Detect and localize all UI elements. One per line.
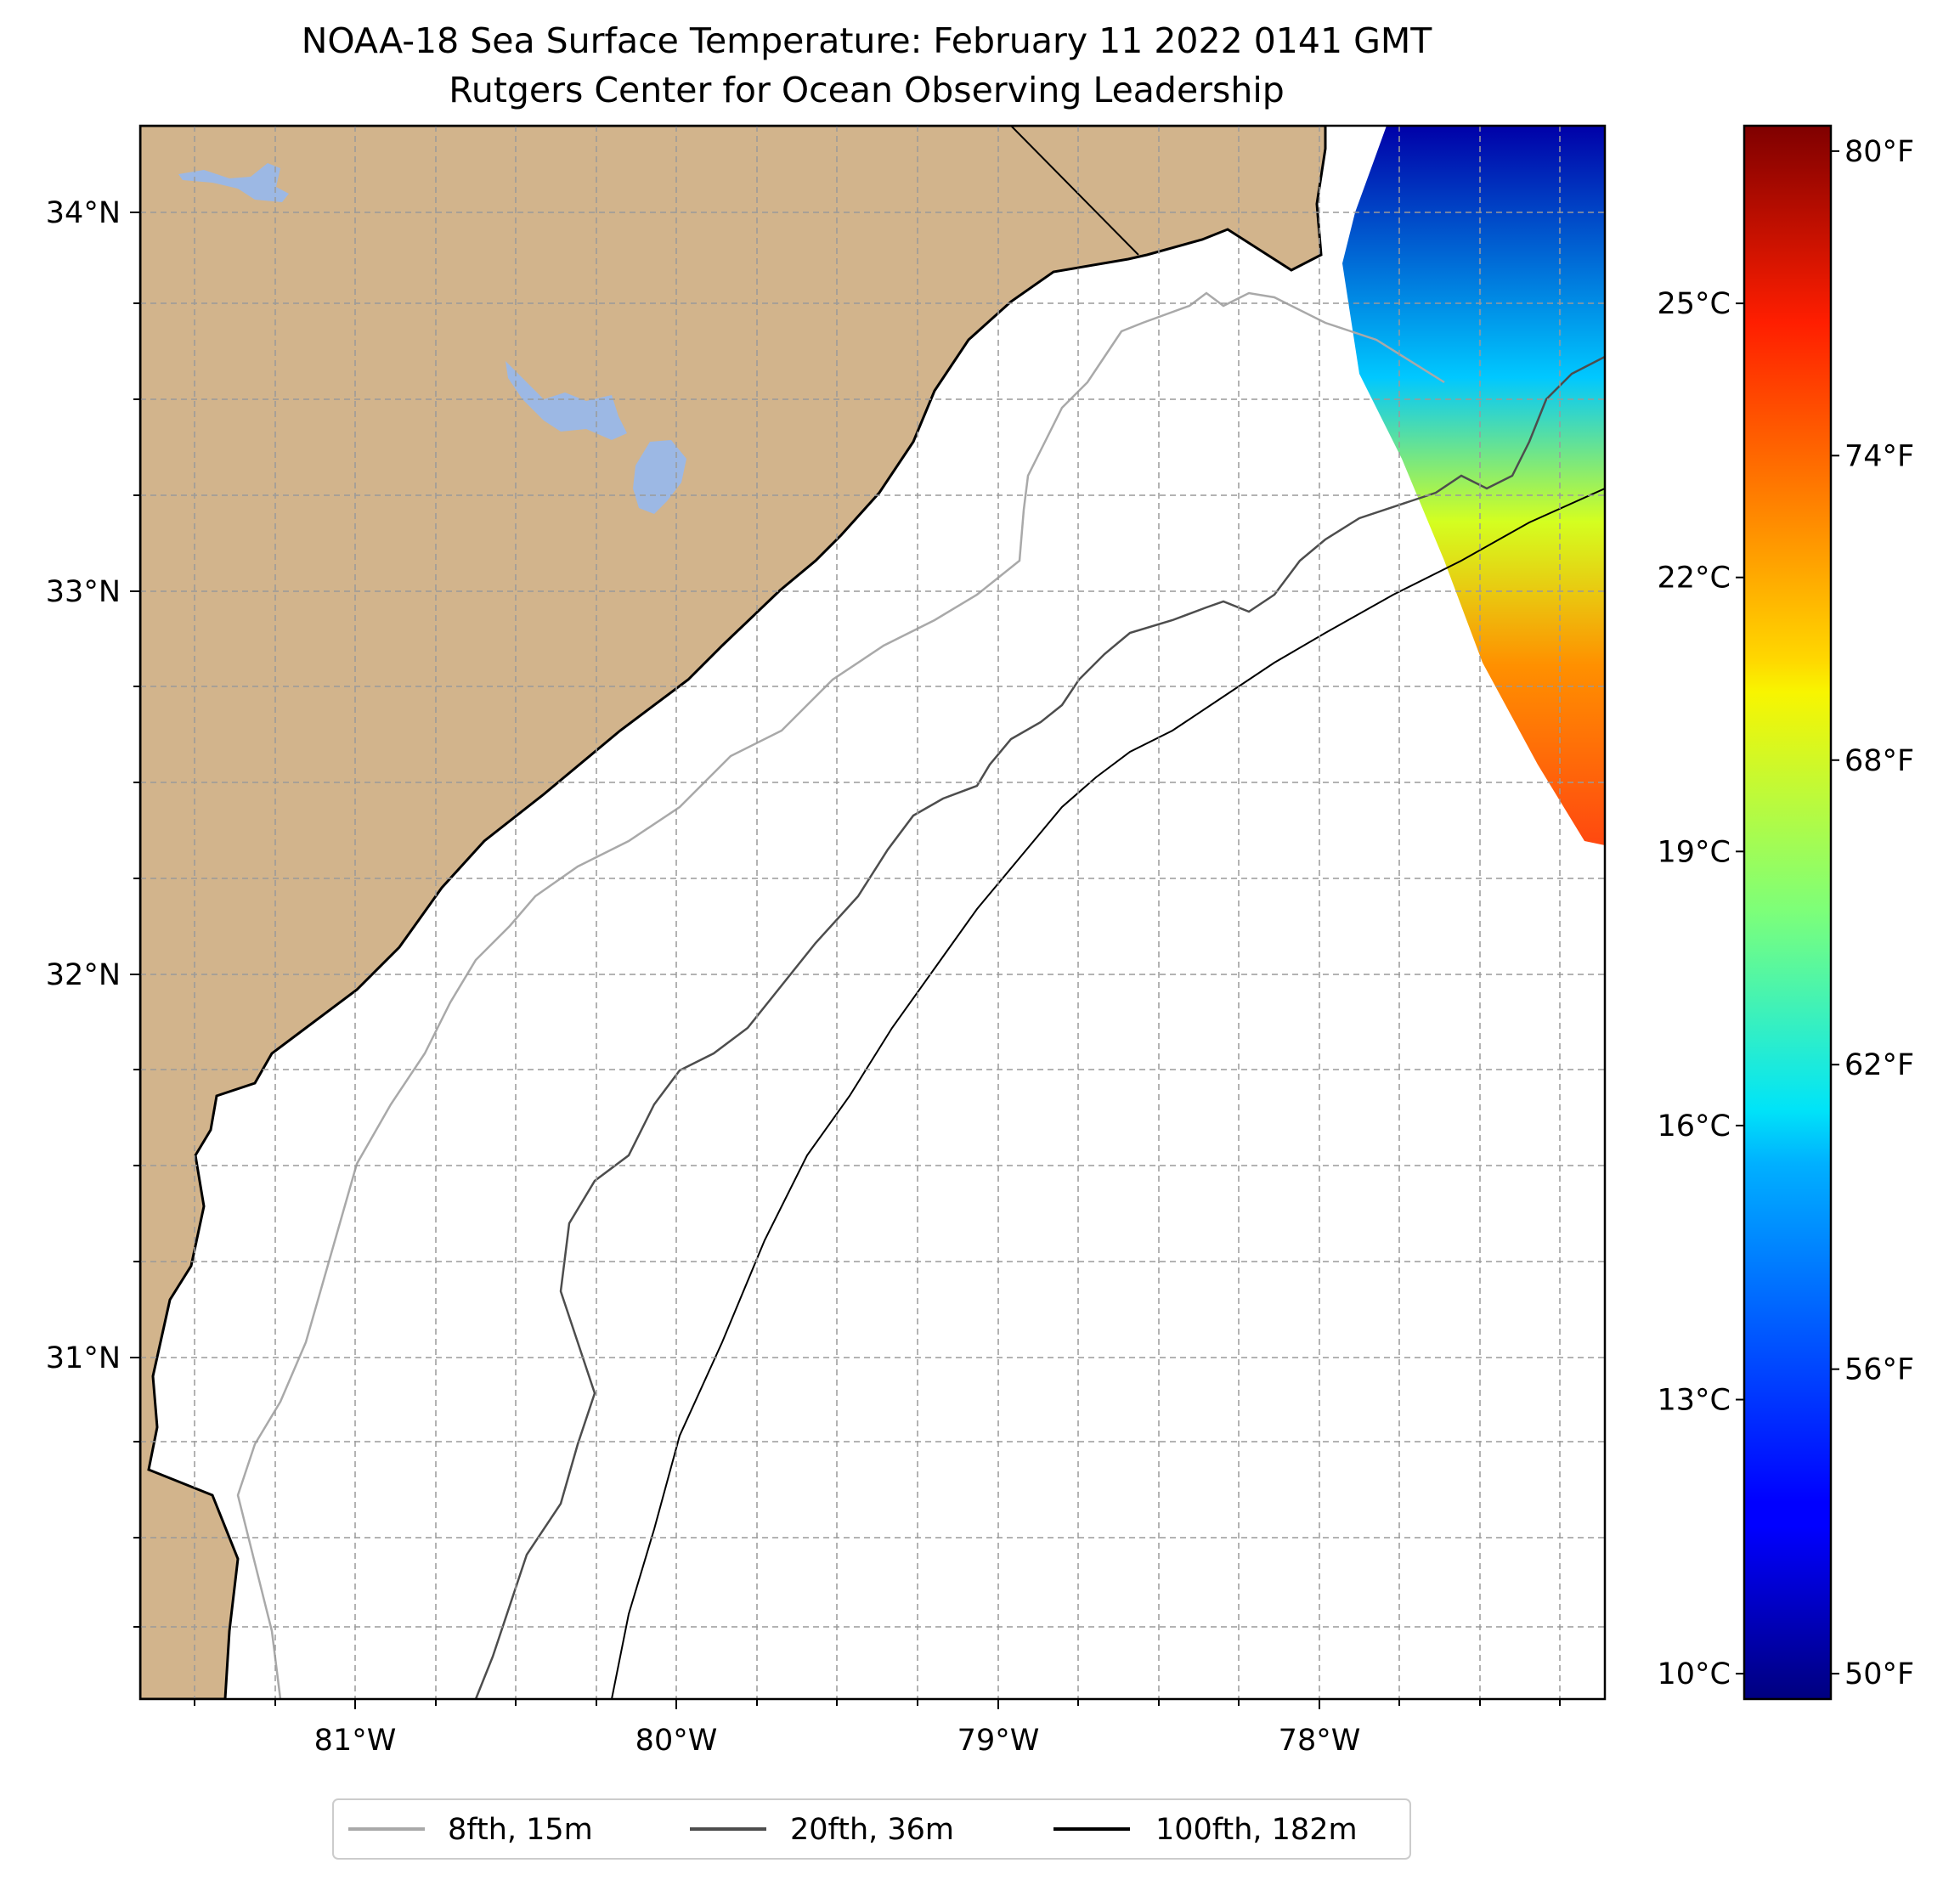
sst-swath [1342, 126, 1605, 845]
state-border [1010, 126, 1139, 256]
colorbar-gradient [1743, 124, 1833, 1701]
contour-182m [611, 488, 1605, 1699]
colorbar-label-fahrenheit: 74°F [1844, 439, 1914, 473]
colorbar-label-celsius: 25°C [1658, 287, 1731, 321]
colorbar-ticks [1736, 150, 1839, 1675]
colorbar-fahrenheit-labels: 80°F 74°F 68°F 62°F 56°F 50°F [1844, 135, 1914, 1691]
lon-label-81w: 81°W [314, 1724, 397, 1758]
colorbar-label-fahrenheit: 50°F [1844, 1657, 1914, 1691]
lat-label-31n: 31°N [46, 1341, 121, 1375]
lake-north [178, 163, 289, 202]
lake-moultrie [633, 440, 686, 514]
colorbar-label-fahrenheit: 56°F [1844, 1353, 1914, 1387]
map-title-line2: Rutgers Center for Ocean Observing Leade… [449, 70, 1285, 110]
colorbar-celsius-labels: 25°C 22°C 19°C 16°C 13°C 10°C [1658, 287, 1731, 1691]
contour-36m [474, 355, 1605, 1699]
colorbar-label-celsius: 10°C [1658, 1657, 1731, 1691]
map-panel [140, 126, 1605, 1699]
colorbar: 25°C 22°C 19°C 16°C 13°C 10°C 80°F 74°F 68°F 62°… [1658, 124, 1914, 1701]
colorbar-label-celsius: 19°C [1658, 835, 1731, 869]
legend-label-36m: 20fth, 36m [790, 1813, 954, 1847]
lat-label-32n: 32°N [46, 958, 121, 992]
lon-label-80w: 80°W [635, 1724, 718, 1758]
lake-marion [506, 361, 627, 440]
lon-label-79w: 79°W [957, 1724, 1040, 1758]
map-title-line1: NOAA-18 Sea Surface Temperature: Februar… [302, 20, 1433, 61]
lat-label-33n: 33°N [46, 575, 121, 609]
colorbar-label-celsius: 16°C [1658, 1109, 1731, 1143]
colorbar-label-fahrenheit: 80°F [1844, 135, 1914, 169]
lat-label-34n: 34°N [46, 196, 121, 230]
legend-box [332, 1798, 1411, 1860]
legend: 8fth, 15m 20fth, 36m 100fth, 182m [332, 1798, 1411, 1860]
tick-marks [130, 212, 1561, 1709]
map-frame [138, 124, 1607, 1701]
legend-label-182m: 100fth, 182m [1155, 1813, 1358, 1847]
lon-label-78w: 78°W [1279, 1724, 1361, 1758]
colorbar-label-celsius: 13°C [1658, 1384, 1731, 1418]
legend-label-15m: 8fth, 15m [448, 1813, 593, 1847]
gridlines [140, 126, 1605, 1699]
colorbar-label-fahrenheit: 68°F [1844, 744, 1914, 778]
colorbar-label-celsius: 22°C [1658, 562, 1731, 596]
colorbar-label-fahrenheit: 62°F [1844, 1048, 1914, 1082]
